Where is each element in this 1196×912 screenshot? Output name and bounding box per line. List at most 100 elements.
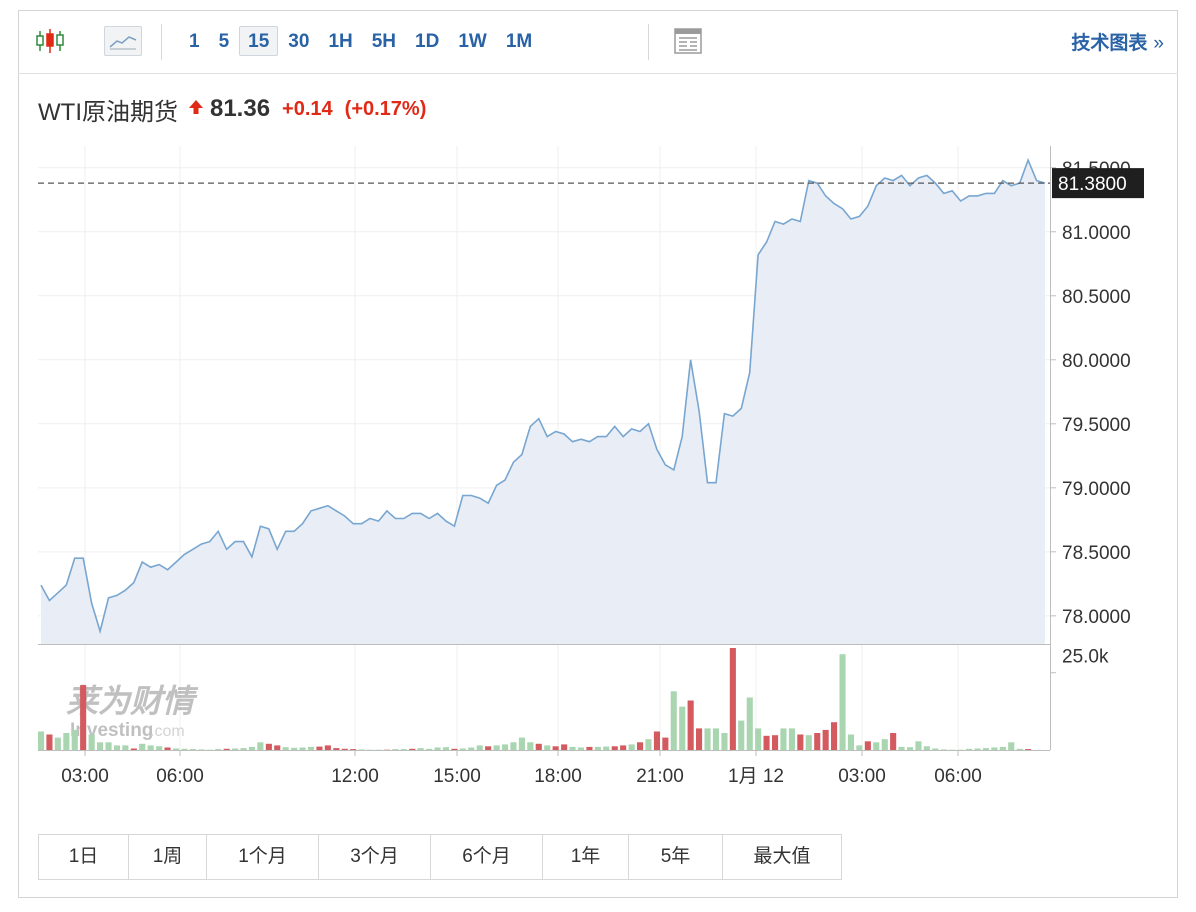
volume-bar xyxy=(535,743,542,750)
volume-bar xyxy=(923,746,930,750)
volume-bar xyxy=(1016,748,1023,750)
volume-bar xyxy=(873,742,880,750)
up-arrow-icon xyxy=(188,99,204,120)
volume-bar xyxy=(417,748,424,750)
volume-bar xyxy=(282,747,289,750)
volume-bar xyxy=(257,742,264,750)
volume-bar xyxy=(122,745,129,750)
range-button-5[interactable]: 1年 xyxy=(543,835,629,879)
volume-bar xyxy=(113,745,120,750)
volume-bar xyxy=(611,746,618,750)
volume-bar xyxy=(223,748,230,750)
volume-bar xyxy=(847,734,854,750)
price-line xyxy=(40,157,1046,635)
interval-1d[interactable]: 1D xyxy=(415,31,440,52)
volume-bar xyxy=(299,747,306,750)
interval-15[interactable]: 15 xyxy=(239,26,279,56)
volume-bar xyxy=(645,739,652,750)
volume-bar xyxy=(215,749,222,750)
area-chart-icon[interactable] xyxy=(104,26,142,56)
volume-bar xyxy=(518,737,525,750)
range-button-6[interactable]: 5年 xyxy=(629,835,723,879)
volume-bar xyxy=(982,748,989,750)
range-button-7[interactable]: 最大值 xyxy=(753,846,811,867)
volume-bar xyxy=(932,748,939,750)
interval-1w[interactable]: 1W xyxy=(458,31,487,52)
interval-30[interactable]: 30 xyxy=(288,31,310,52)
volume-bar xyxy=(797,734,804,750)
volume-bar xyxy=(459,748,466,750)
volume-bar xyxy=(696,728,703,750)
interval-1m[interactable]: 1M xyxy=(505,31,533,52)
interval-1[interactable]: 1 xyxy=(189,31,200,52)
volume-bar xyxy=(552,746,559,750)
volume-bar xyxy=(704,728,711,750)
volume-bar xyxy=(738,720,745,750)
interval-1h[interactable]: 1H xyxy=(328,31,353,52)
y-tick-label: 79.0000 xyxy=(1062,479,1131,500)
volume-bar xyxy=(940,749,947,750)
price-change-percent: (+0.17%) xyxy=(344,97,427,120)
volume-bar xyxy=(670,691,677,750)
range-button-1[interactable]: 1周 xyxy=(129,835,207,879)
table-icon[interactable] xyxy=(670,26,706,56)
volume-bar xyxy=(763,735,770,750)
volume-bar xyxy=(561,744,568,750)
volume-bar xyxy=(586,746,593,750)
volume-bar xyxy=(712,728,719,750)
candlestick-icon[interactable] xyxy=(32,26,68,56)
range-button-0[interactable]: 1日 xyxy=(39,835,129,879)
volume-bar xyxy=(80,685,87,750)
instrument-name: WTI原油期货 xyxy=(38,98,178,126)
volume-bar xyxy=(856,745,863,750)
toolbar-divider xyxy=(161,24,162,60)
quote-header: WTI原油期货 81.36 +0.14 (+0.17%) xyxy=(38,94,427,126)
volume-bar xyxy=(915,741,922,750)
volume-bar xyxy=(350,749,357,750)
volume-bar xyxy=(274,745,281,750)
volume-bar xyxy=(991,747,998,750)
price-area xyxy=(41,160,1045,644)
volume-bar xyxy=(603,746,610,750)
volume-bar xyxy=(426,748,433,750)
chart-toolbar: 1 5 15 30 1H 5H 1D 1W 1M 技术图表» xyxy=(18,10,1178,74)
y-tick-label: 78.5000 xyxy=(1062,543,1131,564)
volume-bar xyxy=(63,733,70,750)
volume-bar xyxy=(999,746,1006,750)
volume-bar xyxy=(653,731,660,750)
range-button-2[interactable]: 1个月 xyxy=(207,835,319,879)
volume-bar xyxy=(46,734,53,750)
volume-bar xyxy=(780,728,787,750)
volume-bar xyxy=(400,749,407,750)
volume-bar xyxy=(130,748,137,750)
volume-bar xyxy=(637,742,644,750)
volume-bar xyxy=(594,746,601,750)
volume-bar xyxy=(527,742,534,750)
volume-bar xyxy=(189,749,196,750)
volume-bar xyxy=(772,735,779,750)
range-button-4[interactable]: 6个月 xyxy=(431,835,543,879)
volume-bar xyxy=(307,746,314,750)
range-button-3[interactable]: 3个月 xyxy=(319,835,431,879)
volume-bar xyxy=(620,745,627,750)
y-tick-label: 81.0000 xyxy=(1062,223,1131,244)
volume-bar xyxy=(577,747,584,750)
volume-bar xyxy=(476,745,483,750)
volume-bar xyxy=(814,733,821,750)
volume-bar xyxy=(333,748,340,750)
volume-bar xyxy=(88,734,95,750)
volume-bar xyxy=(468,747,475,750)
interval-5[interactable]: 5 xyxy=(218,31,230,52)
x-tick-label: 06:00 xyxy=(156,766,204,787)
volume-bar xyxy=(451,748,458,750)
volume-bar xyxy=(434,747,441,750)
x-tick-label: 12:00 xyxy=(331,766,379,787)
volume-bar xyxy=(721,733,728,750)
volume-bar xyxy=(324,745,331,750)
tech-chart-link[interactable]: 技术图表» xyxy=(1071,28,1164,55)
y-tick-label: 80.0000 xyxy=(1062,351,1131,372)
interval-5h[interactable]: 5H xyxy=(371,31,397,52)
chart-widget xyxy=(18,10,1178,898)
volume-bar xyxy=(265,743,272,750)
